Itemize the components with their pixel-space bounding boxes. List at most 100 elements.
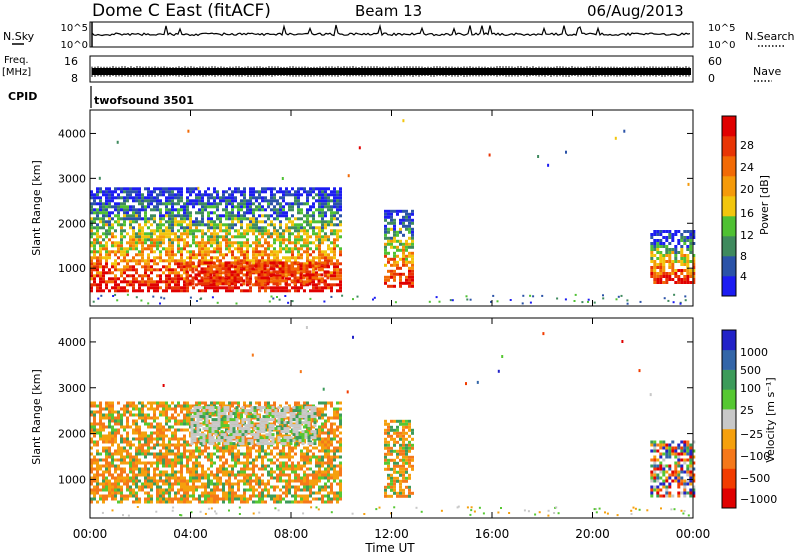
heatmap-cell	[132, 226, 135, 230]
heatmap-cell	[192, 470, 195, 474]
heatmap-cell	[159, 413, 162, 417]
heatmap-cell	[93, 431, 96, 435]
heatmap-cell	[129, 247, 132, 251]
heatmap-cell	[237, 413, 240, 417]
heatmap-cell	[132, 235, 135, 239]
heatmap-cell	[114, 449, 117, 453]
heatmap-cell	[132, 482, 135, 486]
heatmap-cell	[282, 470, 285, 474]
heatmap-cell	[330, 289, 333, 293]
heatmap-cell	[689, 251, 693, 254]
heatmap-cell	[330, 497, 333, 501]
heatmap-cell	[264, 259, 267, 263]
heatmap-cell	[159, 458, 162, 462]
heatmap-cell	[111, 476, 114, 480]
heatmap-cell	[393, 239, 396, 243]
heatmap-cell	[411, 254, 414, 258]
heatmap-cell	[204, 401, 207, 405]
heatmap-cell	[222, 404, 225, 408]
nsky-tick-left-top: 10^5	[61, 23, 88, 34]
heatmap-cell	[180, 443, 183, 447]
heatmap-cell	[306, 196, 309, 200]
heatmap-cell	[674, 281, 678, 284]
heatmap-cell	[339, 280, 342, 284]
heatmap-cell	[216, 286, 219, 290]
heatmap-cell	[90, 232, 93, 236]
heatmap-cell	[153, 196, 156, 200]
heatmap-cell	[291, 494, 294, 498]
heatmap-cell	[171, 437, 174, 441]
heatmap-cell	[333, 268, 336, 272]
heatmap-cell	[317, 264, 321, 268]
heatmap-cell	[267, 187, 270, 191]
heatmap-cell	[147, 268, 150, 272]
heatmap-cell	[162, 473, 165, 477]
heatmap-cell	[177, 482, 180, 486]
heatmap-cell	[105, 262, 108, 266]
heatmap-cell	[258, 482, 261, 486]
heatmap-cell	[239, 276, 243, 280]
heatmap-cell	[207, 473, 210, 477]
heatmap-cell	[144, 220, 147, 224]
heatmap-cell	[105, 223, 108, 227]
heatmap-cell	[177, 286, 180, 290]
heatmap-cell	[686, 254, 690, 257]
heatmap-cell	[156, 500, 159, 504]
heatmap-cell	[680, 239, 684, 242]
heatmap-cell	[237, 286, 240, 290]
heatmap-cell	[219, 464, 222, 468]
heatmap-cell	[174, 271, 177, 275]
heatmap-cell	[656, 257, 660, 260]
heatmap-cell	[180, 265, 183, 269]
colorbar-segment	[722, 156, 736, 177]
heatmap-cell	[105, 440, 108, 444]
scatter-echo	[373, 296, 376, 299]
heatmap-cell	[288, 479, 291, 483]
heatmap-cell	[99, 280, 102, 284]
heatmap-cell	[144, 232, 147, 236]
heatmap-cell	[291, 220, 294, 224]
heatmap-cell	[171, 280, 174, 284]
heatmap-cell	[234, 494, 237, 498]
heatmap-cell	[261, 229, 264, 233]
heatmap-cell	[225, 238, 228, 242]
heatmap-cell	[240, 190, 243, 194]
heatmap-cell	[180, 277, 183, 281]
heatmap-cell	[114, 214, 117, 218]
heatmap-cell	[126, 482, 129, 486]
heatmap-cell	[165, 491, 168, 495]
heatmap-cell	[174, 491, 177, 495]
heatmap-cell	[237, 497, 240, 501]
heatmap-cell	[165, 205, 168, 209]
heatmap-cell	[324, 404, 327, 408]
heatmap-cell	[135, 235, 138, 239]
heatmap-cell	[156, 464, 159, 468]
heatmap-cell	[288, 476, 291, 480]
heatmap-cell	[237, 455, 240, 459]
heatmap-cell	[312, 470, 315, 474]
heatmap-cell	[216, 449, 219, 453]
heatmap-cell	[102, 223, 105, 227]
heatmap-cell	[267, 268, 270, 272]
heatmap-cell	[243, 253, 246, 257]
heatmap-cell	[105, 271, 108, 275]
heatmap-cell	[147, 277, 150, 281]
heatmap-cell	[266, 276, 270, 280]
heatmap-cell	[96, 196, 99, 200]
heatmap-cell	[206, 273, 210, 277]
heatmap-cell	[108, 446, 111, 450]
heatmap-cell	[411, 233, 414, 237]
heatmap-cell	[123, 476, 126, 480]
heatmap-cell	[144, 211, 147, 215]
heatmap-cell	[300, 211, 303, 215]
heatmap-cell	[264, 449, 267, 453]
heatmap-cell	[183, 437, 186, 441]
heatmap-cell	[252, 253, 255, 257]
heatmap-cell	[189, 268, 192, 272]
heatmap-cell	[231, 241, 234, 245]
heatmap-cell	[168, 256, 171, 260]
heatmap-cell	[141, 416, 144, 420]
heatmap-cell	[264, 220, 267, 224]
station-title: Dome C East (fitACF)	[92, 1, 271, 21]
heatmap-cell	[662, 260, 666, 263]
